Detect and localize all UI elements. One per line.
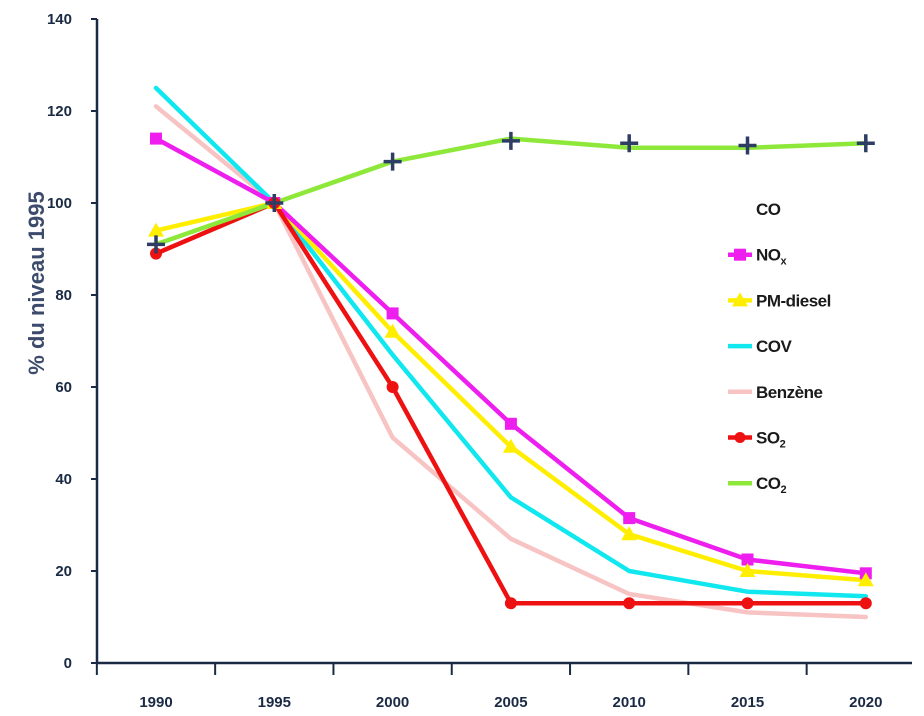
data-point — [386, 381, 399, 393]
data-point — [738, 136, 757, 155]
data-point — [384, 323, 401, 338]
data-point — [504, 417, 517, 430]
legend-label: PM-diesel — [756, 291, 831, 310]
legend-label: SO2 — [756, 429, 786, 451]
y-axis-title: % du niveau 1995 — [24, 191, 49, 374]
legend-label: CO — [756, 200, 781, 219]
axes: 0 20 40 60 80 100 120 140 1990 1995 2000 2005 2010 20… — [47, 11, 912, 711]
data-point — [265, 194, 284, 212]
data-point — [504, 597, 517, 610]
legend-label: COV — [756, 337, 793, 356]
x-tick-label: 2010 — [613, 694, 646, 711]
y-tick-label: 40 — [55, 471, 72, 488]
data-point — [623, 512, 636, 525]
legend-label: Benzène — [756, 383, 822, 402]
data-point — [741, 553, 754, 566]
data-point — [620, 134, 639, 153]
y-tick-label: 0 — [64, 655, 72, 672]
y-tick-label: 80 — [55, 287, 72, 304]
x-tick-label: 1995 — [258, 694, 291, 711]
legend: CO NOx PM-diesel COV Benzène SO2 CO2 — [728, 200, 831, 496]
data-point — [856, 134, 875, 153]
data-point — [859, 597, 872, 610]
y-tick-label: 120 — [47, 103, 72, 120]
data-point — [150, 132, 162, 145]
data-point — [150, 247, 162, 260]
series-line-benz-ne — [153, 104, 869, 620]
legend-marker — [734, 248, 746, 261]
legend-marker — [732, 292, 748, 307]
x-tick-label: 2015 — [731, 694, 764, 711]
data-point — [148, 222, 164, 237]
y-tick-label: 100 — [47, 195, 72, 212]
x-tick-label: 2005 — [494, 694, 527, 711]
y-tick-label: 20 — [55, 563, 72, 580]
legend-label: NOx — [756, 246, 788, 268]
series-markers — [147, 131, 875, 610]
data-point — [147, 235, 165, 254]
data-point — [739, 563, 756, 577]
data-point — [741, 597, 754, 610]
data-point — [383, 152, 402, 171]
legend-label: CO2 — [756, 474, 787, 496]
legend-marker — [734, 432, 746, 443]
data-point — [621, 526, 638, 541]
data-point — [501, 131, 520, 150]
data-point — [623, 597, 636, 610]
data-point — [502, 438, 519, 453]
x-tick-label: 1990 — [139, 694, 172, 711]
x-tick-label: 2000 — [376, 694, 409, 711]
data-point — [857, 572, 874, 587]
y-tick-label: 60 — [55, 379, 72, 396]
y-tick-label: 140 — [47, 11, 72, 28]
x-tick-label: 2020 — [849, 694, 882, 711]
data-point — [386, 307, 399, 320]
